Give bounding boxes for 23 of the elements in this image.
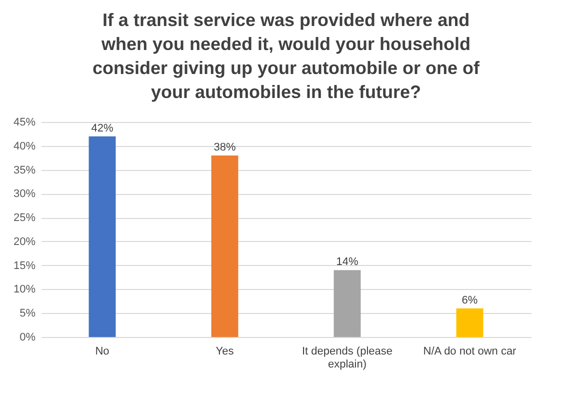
y-tick-label: 40% [13, 140, 36, 152]
bar [88, 136, 116, 337]
y-tick-label: 5% [20, 308, 36, 320]
y-tick-label: 30% [13, 188, 36, 200]
y-tick-label: 10% [13, 284, 36, 296]
x-tick-label: No [95, 346, 110, 358]
y-tick-label: 25% [13, 212, 36, 224]
y-tick-label: 45% [13, 116, 36, 128]
y-tick-label: 35% [13, 164, 36, 176]
data-label: 6% [462, 294, 478, 306]
x-tick-label: N/A do not own car [423, 346, 517, 358]
y-tick-label: 15% [13, 260, 36, 272]
data-label: 42% [91, 122, 114, 134]
bar [211, 155, 238, 337]
data-label: 14% [336, 256, 358, 268]
bar [334, 270, 361, 337]
bar [456, 308, 484, 337]
y-tick-label: 20% [13, 236, 36, 248]
x-tick-label: It depends (please explain) [302, 346, 393, 370]
y-tick-label: 0% [20, 332, 36, 344]
x-tick-label: Yes [216, 346, 234, 358]
chart-title: If a transit service was provided where and when you needed it, would your household consider giving up your automobile or one of your automobiles in the future? [92, 10, 481, 102]
data-label: 38% [214, 141, 236, 154]
